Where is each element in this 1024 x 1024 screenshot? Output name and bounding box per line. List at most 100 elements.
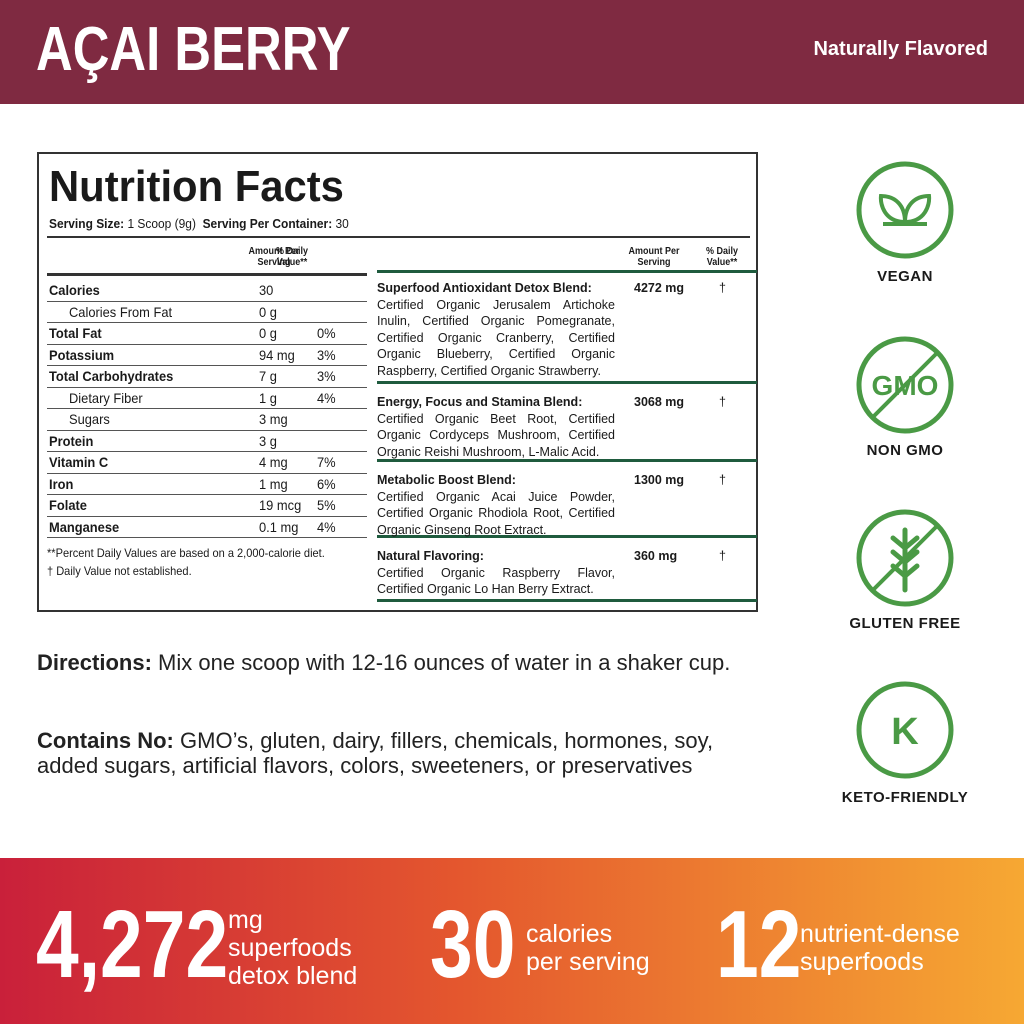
blend-ingredients: Certified Organic Raspberry Flavor, Cert…	[377, 565, 615, 597]
nutrient-row: Dietary Fiber 1 g 4%	[47, 388, 367, 409]
stat-line: nutrient-dense	[800, 920, 960, 948]
nutrient-name: Protein	[49, 432, 94, 449]
column-header: Amount Per Serving	[248, 246, 300, 268]
blend: Energy, Focus and Stamina Blend: Certifie…	[377, 390, 757, 462]
value: 30	[335, 216, 349, 231]
column-header: % Daily Value**	[275, 246, 309, 268]
divider	[47, 273, 367, 276]
nutrient-name: Folate	[49, 497, 87, 513]
product-title: AÇAI BERRY	[36, 15, 351, 84]
text: Mix one scoop with 12-16 ounces of water…	[158, 650, 731, 675]
nutrient-row: Calories 30	[47, 280, 367, 302]
daily-value: 4%	[317, 518, 336, 535]
daily-value: 4%	[317, 389, 336, 406]
nutrient-row: Iron 1 mg 6%	[47, 474, 367, 495]
stat-line: per serving	[526, 948, 650, 976]
nutrient-row: Calories From Fat 0 g	[47, 302, 367, 323]
label: Directions:	[37, 650, 152, 675]
stat-number: 12	[716, 891, 802, 998]
nutrient-name: Dietary Fiber	[69, 389, 143, 406]
amount: 19 mcg	[259, 497, 302, 513]
nutrient-name: Calories	[49, 282, 100, 298]
daily-value: 5%	[317, 497, 336, 513]
gmo-icon: GMO	[856, 336, 954, 434]
blend: Metabolic Boost Blend: Certified Organic …	[377, 468, 757, 538]
amount: 94 mg	[259, 346, 295, 363]
amount: 1 mg	[259, 475, 288, 492]
blend-amount: 3068 mg	[634, 395, 685, 409]
blend-dv: †	[719, 281, 726, 295]
daily-value: 7%	[317, 454, 336, 470]
icon-text: K	[891, 711, 919, 753]
column-header: Amount Per Serving	[628, 246, 680, 268]
amount: 0.1 mg	[259, 518, 299, 535]
contains: Contains No: GMO’s, gluten, dairy, fille…	[37, 728, 737, 778]
stat-line: calories	[526, 920, 613, 948]
label: Serving Size:	[49, 216, 125, 231]
badge-label: GLUTEN FREE	[849, 615, 961, 632]
daily-value: 3%	[317, 368, 336, 384]
amount: 30	[259, 282, 274, 298]
nutrient-name: Sugars	[69, 411, 110, 427]
blend-dv: †	[719, 395, 726, 409]
footnote: **Percent Daily Values are based on a 2,…	[47, 546, 325, 560]
stat-line: superfoods	[228, 934, 352, 962]
amount: 0 g	[259, 325, 277, 341]
divider	[47, 236, 750, 238]
daily-value: 3%	[317, 346, 336, 363]
badge-label: VEGAN	[877, 268, 933, 285]
nutrient-name: Vitamin C	[49, 454, 109, 470]
nutrient-row: Total Fat 0 g 0%	[47, 323, 367, 345]
stat-text: nutrient-dense superfoods	[800, 920, 960, 976]
footnote: † Daily Value not established.	[47, 564, 192, 578]
stat-number: 30	[430, 891, 516, 998]
blend-ingredients: Certified Organic Acai Juice Powder, Cer…	[377, 489, 615, 537]
nutrient-name: Manganese	[49, 518, 120, 535]
blend-amount: 4272 mg	[634, 281, 685, 295]
nutrition-panel: Nutrition Facts Serving Size: 1 Scoop (9…	[37, 152, 758, 612]
badge-label: KETO-FRIENDLY	[841, 789, 969, 806]
label: Serving Per Container:	[202, 216, 333, 231]
blend-name: Energy, Focus and Stamina Blend:	[377, 395, 583, 409]
text: GMO’s, gluten, dairy, fillers, chemicals…	[37, 728, 714, 778]
nutrient-row: Potassium 94 mg 3%	[47, 345, 367, 366]
amount: 3 mg	[259, 411, 288, 427]
blend-dv: †	[719, 549, 726, 563]
blend-ingredients: Certified Organic Jerusalem Artichoke In…	[377, 297, 615, 378]
flavor-tag: Naturally Flavored	[813, 38, 988, 60]
amount: 7 g	[259, 368, 277, 384]
daily-value: 6%	[317, 475, 336, 492]
nutrient-row: Manganese 0.1 mg 4%	[47, 517, 367, 538]
panel-title: Nutrition Facts	[49, 162, 344, 211]
header-band: AÇAI BERRY Naturally Flavored	[0, 0, 1024, 104]
blend-dv: †	[719, 473, 726, 487]
nutrient-row: Sugars 3 mg	[47, 409, 367, 431]
nutrient-name: Calories From Fat	[69, 303, 173, 320]
blend: Superfood Antioxidant Detox Blend: Certif…	[377, 276, 757, 384]
gluten-icon	[856, 509, 954, 607]
stat-number: 4,272	[36, 891, 229, 998]
amount: 0 g	[259, 303, 277, 320]
stat-line: mg	[228, 906, 263, 934]
blend-name: Natural Flavoring:	[377, 549, 484, 563]
nutrient-row: Protein 3 g	[47, 431, 367, 452]
blend-amount: 1300 mg	[634, 473, 685, 487]
directions: Directions: Mix one scoop with 12-16 oun…	[37, 650, 737, 675]
nutrient-row: Folate 19 mcg 5%	[47, 495, 367, 517]
blend-name: Metabolic Boost Blend:	[377, 473, 516, 487]
blend: Natural Flavoring: Certified Organic Rasp…	[377, 544, 757, 602]
nutrient-row: Vitamin C 4 mg 7%	[47, 452, 367, 474]
nutrient-row: Total Carbohydrates 7 g 3%	[47, 366, 367, 388]
stat-text: mg superfoods detox blend	[228, 906, 357, 990]
value: 1 Scoop (9g)	[127, 216, 196, 231]
badge-label: NON GMO	[866, 442, 944, 459]
nutrient-name: Total Fat	[49, 325, 102, 341]
amount: 1 g	[259, 389, 277, 406]
nutrient-name: Potassium	[49, 346, 115, 363]
keto-icon: K	[856, 681, 954, 779]
blend-ingredients: Certified Organic Beet Root, Certified O…	[377, 411, 615, 459]
amount: 4 mg	[259, 454, 288, 470]
blend-name: Superfood Antioxidant Detox Blend:	[377, 281, 592, 295]
stat-line: detox blend	[228, 962, 358, 990]
